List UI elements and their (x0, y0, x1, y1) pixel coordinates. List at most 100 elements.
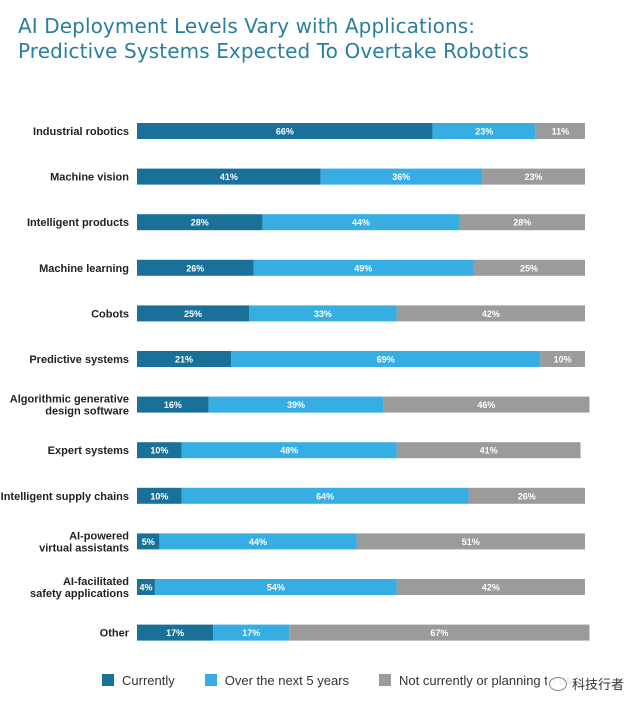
data-label: 26% (186, 263, 204, 273)
legend-item-currently: Currently (102, 673, 175, 688)
bar-segment-not-planning (473, 259, 585, 276)
category-label-line: Algorithmic generative (10, 394, 129, 406)
category-label: Intelligent products (27, 217, 129, 229)
category-label: Industrial robotics (33, 126, 129, 138)
bar-segment-not-planning (383, 396, 590, 413)
legend-label-currently: Currently (122, 672, 175, 688)
bar-segment-currently (137, 259, 254, 276)
legend-label-next-5-years: Over the next 5 years (224, 672, 350, 688)
data-label: 25% (520, 263, 538, 273)
legend-label-not-planning: Not currently or planning to use (399, 672, 580, 688)
bar-segment-currently (137, 305, 249, 322)
data-label: 23% (524, 172, 542, 182)
bar-segment-next-5-years (231, 351, 541, 367)
data-label: 17% (166, 628, 184, 638)
data-label: 21% (175, 355, 193, 365)
chart-title: AI Deployment Levels Vary with Applicati… (18, 14, 628, 64)
data-label: 33% (314, 309, 332, 319)
bar-segment-currently (137, 487, 182, 504)
category-label-line: Intelligent products (27, 217, 129, 229)
category-label-line: Intelligent supply chains (1, 491, 129, 503)
bar-segment-currently (137, 123, 433, 139)
data-label: 16% (164, 400, 182, 410)
bar-segment-next-5-years (320, 168, 482, 185)
data-label: 10% (150, 446, 168, 456)
bar-segment-next-5-years (213, 624, 290, 641)
data-label: 42% (482, 583, 500, 593)
chart-title-line-2: Predictive Systems Expected To Overtake … (18, 39, 529, 63)
data-label: 17% (242, 628, 260, 638)
bar-segment-next-5-years (154, 579, 397, 595)
bar-segment-currently (137, 351, 232, 367)
category-label: Algorithmic generative design software (10, 394, 129, 418)
bar-segment-currently (137, 214, 263, 231)
data-label: 41% (220, 172, 238, 182)
legend-swatch-not-planning (379, 674, 392, 686)
category-label: Machine vision (50, 172, 129, 184)
legend-swatch-next-5-years (204, 674, 217, 686)
data-label: 28% (513, 218, 531, 228)
bar-segment-not-planning (396, 305, 585, 322)
bar-segment-not-planning (396, 442, 581, 459)
data-label: 23% (475, 127, 493, 137)
category-label: Expert systems (48, 445, 129, 457)
category-label-line: Cobots (91, 308, 129, 320)
category-label-line: Industrial robotics (33, 126, 129, 138)
data-label: 11% (552, 127, 570, 137)
bar-segment-next-5-years (159, 533, 357, 550)
category-label: Other (100, 628, 130, 640)
category-label-line: AI-facilitated (63, 576, 129, 588)
data-label: 49% (354, 263, 372, 273)
data-label: 39% (287, 400, 305, 410)
bar-segment-not-planning (540, 351, 585, 367)
category-label-line: Expert systems (48, 445, 129, 457)
bar-segment-currently (137, 579, 155, 595)
bar-segment-currently (137, 442, 182, 459)
category-label-line: Machine vision (50, 172, 129, 184)
chart-title-line-1: AI Deployment Levels Vary with Applicati… (18, 14, 476, 38)
data-label: 64% (316, 491, 334, 501)
legend-item-not-planning: Not currently or planning to use (379, 673, 580, 688)
data-label: 54% (267, 583, 285, 593)
category-label-line: Predictive systems (29, 354, 129, 366)
data-label: 66% (276, 127, 294, 137)
legend-swatch-currently (102, 674, 114, 686)
bar-segment-not-planning (459, 214, 585, 231)
data-label: 48% (280, 446, 298, 456)
category-label-line: AI-powered (69, 530, 129, 542)
data-label: 69% (377, 355, 395, 365)
data-label: 67% (430, 628, 448, 638)
bar-segment-not-planning (289, 624, 590, 641)
category-label-line: virtual assistants (39, 542, 129, 554)
data-label: 41% (480, 446, 498, 456)
bar-segment-currently (137, 396, 209, 413)
category-label-line: Other (100, 628, 130, 640)
legend-item-next-5-years: Over the next 5 years (204, 672, 350, 688)
bar-segment-not-planning (356, 533, 585, 550)
watermark: 科技行者 (546, 674, 626, 693)
category-label-line: safety applications (30, 588, 129, 600)
bar-segment-not-planning (468, 487, 585, 504)
bar-segment-not-planning (535, 123, 585, 139)
bar-segment-next-5-years (208, 396, 384, 413)
legend: Currently Over the next 5 years Not curr… (102, 669, 622, 691)
category-label: Cobots (91, 308, 129, 320)
data-label: 5% (142, 537, 155, 547)
bar-segment-next-5-years (262, 214, 460, 231)
bar-segment-not-planning (481, 168, 585, 185)
data-label: 25% (184, 309, 202, 319)
category-label: Predictive systems (29, 354, 129, 366)
category-label: AI-facilitated safety applications (30, 576, 129, 600)
category-label: Intelligent supply chains (1, 491, 129, 503)
data-label: 46% (477, 400, 495, 410)
category-label: AI-powered virtual assistants (39, 530, 129, 554)
data-label: 42% (482, 309, 500, 319)
bar-segment-not-planning (396, 579, 585, 595)
data-label: 26% (518, 491, 536, 501)
data-label: 28% (191, 218, 209, 228)
data-label: 10% (150, 491, 168, 501)
data-label: 36% (392, 172, 410, 182)
stacked-bar-chart: Industrial robotics 66% 23% 11% Machine visi… (1, 123, 590, 641)
watermark-text: 科技行者 (571, 677, 624, 692)
bar-segment-next-5-years (253, 259, 473, 276)
